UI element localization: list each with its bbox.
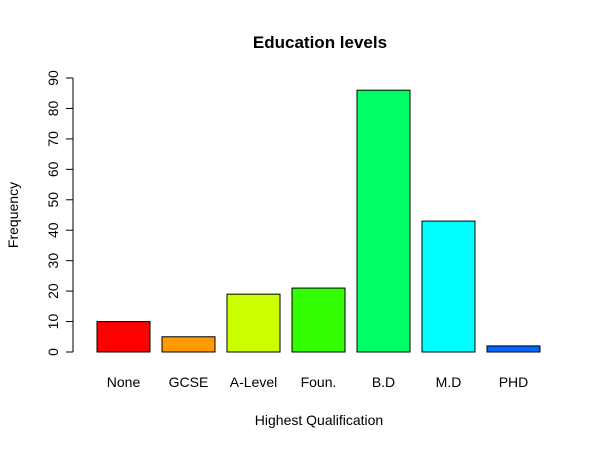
- bar-phd: [486, 345, 541, 353]
- bar-foun: [291, 287, 346, 353]
- bar-a-level: [226, 293, 281, 353]
- bar-m-d: [421, 220, 476, 353]
- x-tick-label: B.D: [372, 374, 395, 390]
- x-tick-label: Foun.: [301, 374, 337, 390]
- y-tick-label: 20: [45, 283, 61, 299]
- x-tick-label: GCSE: [169, 374, 209, 390]
- y-tick-label: 60: [45, 161, 61, 177]
- y-tick-label: 30: [45, 253, 61, 269]
- y-tick-label: 10: [45, 314, 61, 330]
- x-tick-label: A-Level: [230, 374, 277, 390]
- y-tick-label: 50: [45, 192, 61, 208]
- bar-b-d: [356, 89, 411, 353]
- y-axis-label: Frequency: [5, 182, 21, 248]
- x-axis-label: Highest Qualification: [255, 412, 383, 428]
- x-tick-label: M.D: [436, 374, 462, 390]
- y-tick-label: 0: [45, 348, 61, 356]
- bar-none: [96, 321, 151, 353]
- chart-title: Education levels: [253, 33, 387, 52]
- y-tick-label: 80: [45, 100, 61, 116]
- bar-gcse: [161, 336, 216, 353]
- y-tick-label: 70: [45, 131, 61, 147]
- x-tick-label: None: [107, 374, 141, 390]
- x-tick-label: PHD: [499, 374, 529, 390]
- x-axis-tick-labels: None GCSE A-Level Foun. B.D M.D PHD: [107, 374, 529, 390]
- y-axis: 0 10 20 30 40 50 60 70 80 90: [45, 70, 74, 356]
- bars: [96, 89, 541, 353]
- y-tick-label: 90: [45, 70, 61, 86]
- y-tick-label: 40: [45, 222, 61, 238]
